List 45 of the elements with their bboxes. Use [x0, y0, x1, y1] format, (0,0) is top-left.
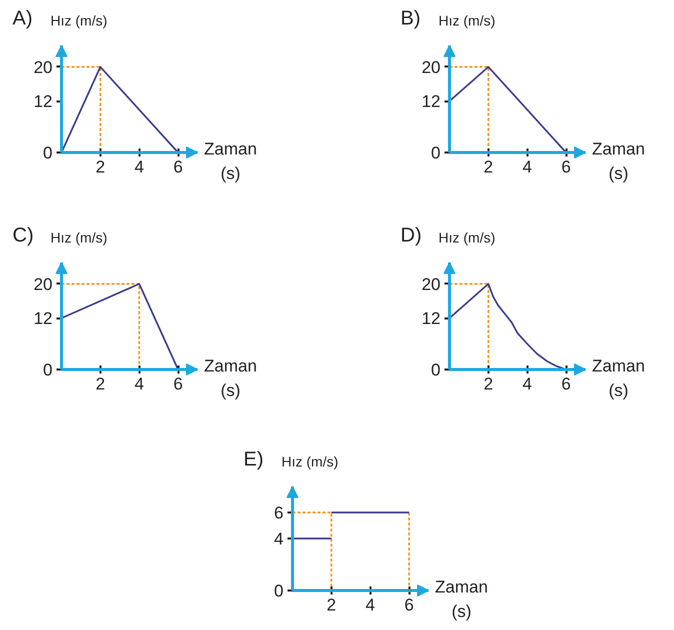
y-tick-label: 20 — [34, 274, 53, 294]
x-tick-label: 2 — [484, 374, 494, 394]
y-axis-title: Hız (m/s) — [50, 230, 108, 246]
y-tick-label: 12 — [34, 309, 53, 328]
x-tick-label: 4 — [134, 374, 144, 394]
y-tick-label: 12 — [422, 309, 441, 328]
x-axis-title: Zaman (s) — [204, 356, 257, 400]
y-tick-label: 0 — [431, 144, 441, 162]
y-tick-label: 6 — [274, 504, 284, 522]
x-axis-title: Zaman (s) — [204, 140, 257, 184]
x-tick-label: 2 — [326, 596, 336, 614]
x-tick-label: 2 — [96, 374, 106, 394]
y-tick-label: 0 — [43, 360, 53, 380]
y-tick-label: 0 — [431, 360, 441, 380]
x-tick-label: 6 — [173, 374, 183, 394]
x-tick-label: 4 — [134, 158, 144, 176]
chart-title: B) — [400, 8, 420, 30]
x-axis-title: Zaman (s) — [592, 356, 645, 400]
chart-title: C) — [12, 224, 34, 246]
y-tick-label: 20 — [422, 274, 441, 294]
x-axis-title: Zaman (s) — [592, 140, 645, 184]
x-tick-label: 2 — [484, 158, 494, 176]
y-axis-title: Hız (m/s) — [282, 454, 338, 470]
x-tick-label: 6 — [561, 158, 571, 176]
y-tick-label: 20 — [34, 58, 53, 77]
y-tick-label: 0 — [274, 582, 284, 600]
x-tick-label: 2 — [96, 158, 106, 176]
y-axis-title: Hız (m/s) — [438, 12, 496, 28]
x-tick-label: 6 — [173, 158, 183, 176]
y-axis-title: Hız (m/s) — [50, 12, 108, 28]
y-tick-label: 4 — [274, 530, 284, 548]
y-tick-label: 0 — [43, 144, 53, 162]
x-tick-label: 4 — [365, 596, 375, 614]
y-tick-label: 12 — [34, 92, 53, 112]
x-tick-label: 6 — [404, 596, 414, 614]
y-tick-label: 20 — [422, 58, 441, 77]
chart-title: D) — [400, 224, 422, 246]
chart-title: E) — [244, 448, 264, 470]
y-axis-title: Hız (m/s) — [438, 230, 496, 246]
x-tick-label: 4 — [522, 158, 532, 176]
chart-title: A) — [12, 8, 32, 30]
y-tick-label: 12 — [422, 92, 441, 112]
x-axis-title: Zaman (s) — [435, 578, 488, 622]
x-tick-label: 6 — [561, 374, 571, 394]
x-tick-label: 4 — [522, 374, 532, 394]
